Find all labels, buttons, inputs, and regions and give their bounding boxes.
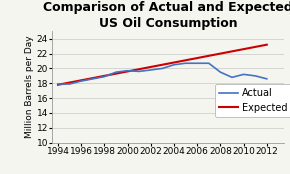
Actual — [184, 62, 187, 64]
Y-axis label: Million Barrels per Day: Million Barrels per Day — [25, 36, 34, 138]
Actual — [68, 83, 71, 85]
Line: Actual: Actual — [58, 63, 267, 84]
Actual — [126, 70, 129, 72]
Actual — [253, 75, 257, 77]
Actual — [265, 78, 269, 80]
Actual — [219, 71, 222, 73]
Actual — [79, 80, 83, 82]
Actual — [230, 76, 234, 78]
Actual — [91, 78, 95, 80]
Actual — [195, 62, 199, 64]
Actual — [114, 71, 118, 73]
Actual — [103, 76, 106, 78]
Actual — [149, 69, 153, 71]
Actual — [161, 67, 164, 69]
Actual — [56, 83, 60, 85]
Title: Comparison of Actual and Expected
US Oil Consumption: Comparison of Actual and Expected US Oil… — [43, 1, 290, 30]
Actual — [242, 73, 245, 75]
Actual — [172, 64, 176, 66]
Actual — [137, 70, 141, 72]
Legend: Actual, Expected: Actual, Expected — [215, 84, 290, 117]
Actual — [207, 62, 211, 64]
